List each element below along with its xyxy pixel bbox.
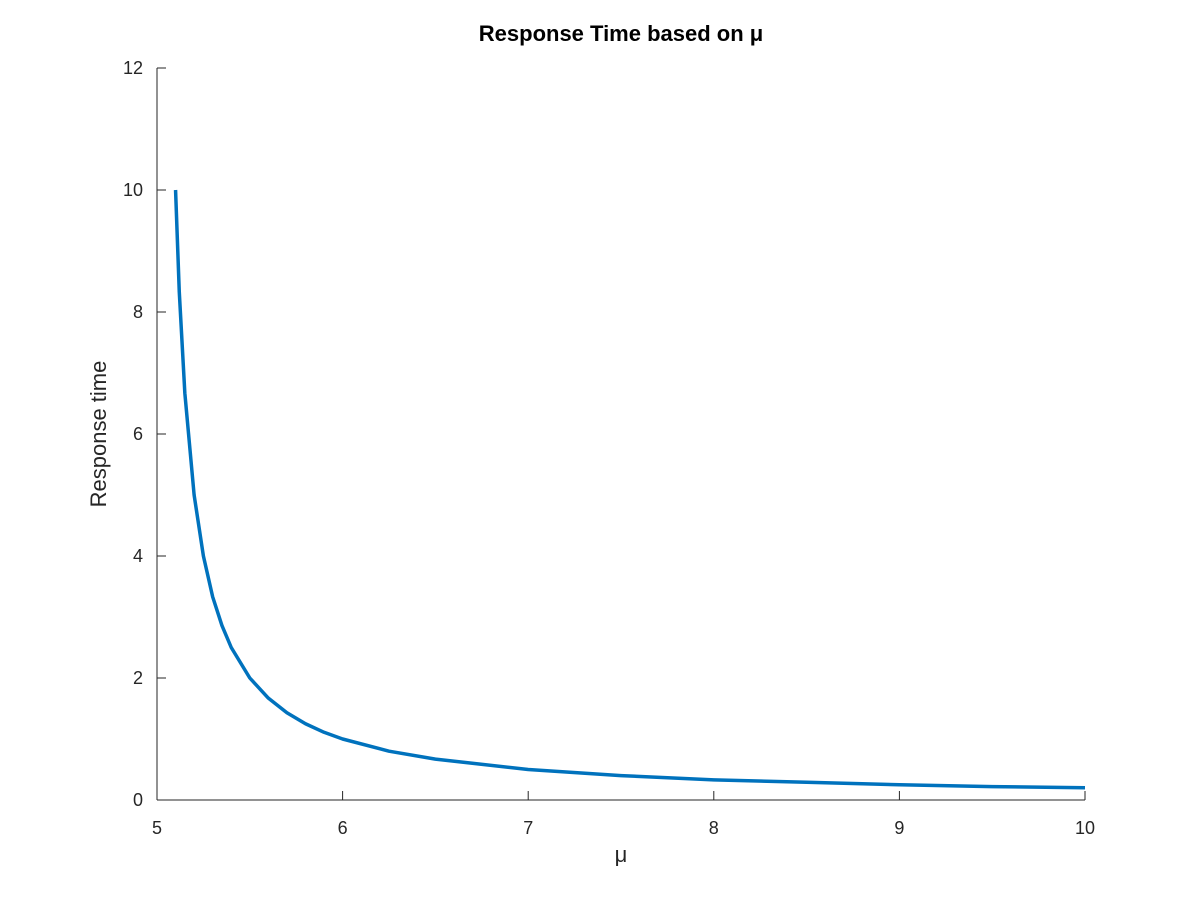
y-tick-label: 2 xyxy=(133,668,143,688)
y-tick-label: 6 xyxy=(133,424,143,444)
series-line xyxy=(173,189,1086,790)
x-tick-label: 10 xyxy=(1075,818,1095,838)
x-tick-label: 8 xyxy=(709,818,719,838)
x-tick-label: 7 xyxy=(523,818,533,838)
y-tick-label: 4 xyxy=(133,546,143,566)
x-tick-label: 9 xyxy=(894,818,904,838)
x-tick-label: 6 xyxy=(338,818,348,838)
x-tick-label: 5 xyxy=(152,818,162,838)
x-axis-label: μ xyxy=(615,842,628,867)
plot-area: 5 6 7 8 9 10 0 2 4 6 8 10 12 xyxy=(123,58,1095,838)
y-tick-label: 8 xyxy=(133,302,143,322)
chart-title: Response Time based on μ xyxy=(479,21,763,46)
y-axis-label: Response time xyxy=(86,361,111,508)
y-tick-label: 0 xyxy=(133,790,143,810)
y-tick-label: 12 xyxy=(123,58,143,78)
y-tick-label: 10 xyxy=(123,180,143,200)
